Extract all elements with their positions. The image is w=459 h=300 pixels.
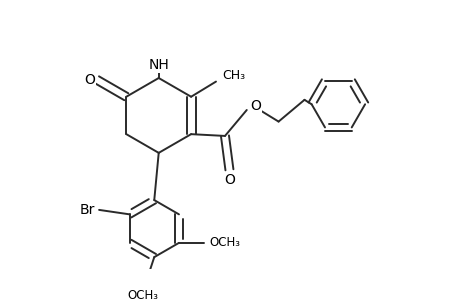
- Text: O: O: [224, 173, 235, 188]
- Text: CH₃: CH₃: [222, 69, 245, 82]
- Text: OCH₃: OCH₃: [127, 289, 158, 300]
- Text: O: O: [250, 99, 261, 113]
- Text: O: O: [84, 73, 95, 87]
- Text: OCH₃: OCH₃: [209, 236, 240, 249]
- Text: NH: NH: [148, 58, 169, 72]
- Text: Br: Br: [79, 203, 95, 217]
